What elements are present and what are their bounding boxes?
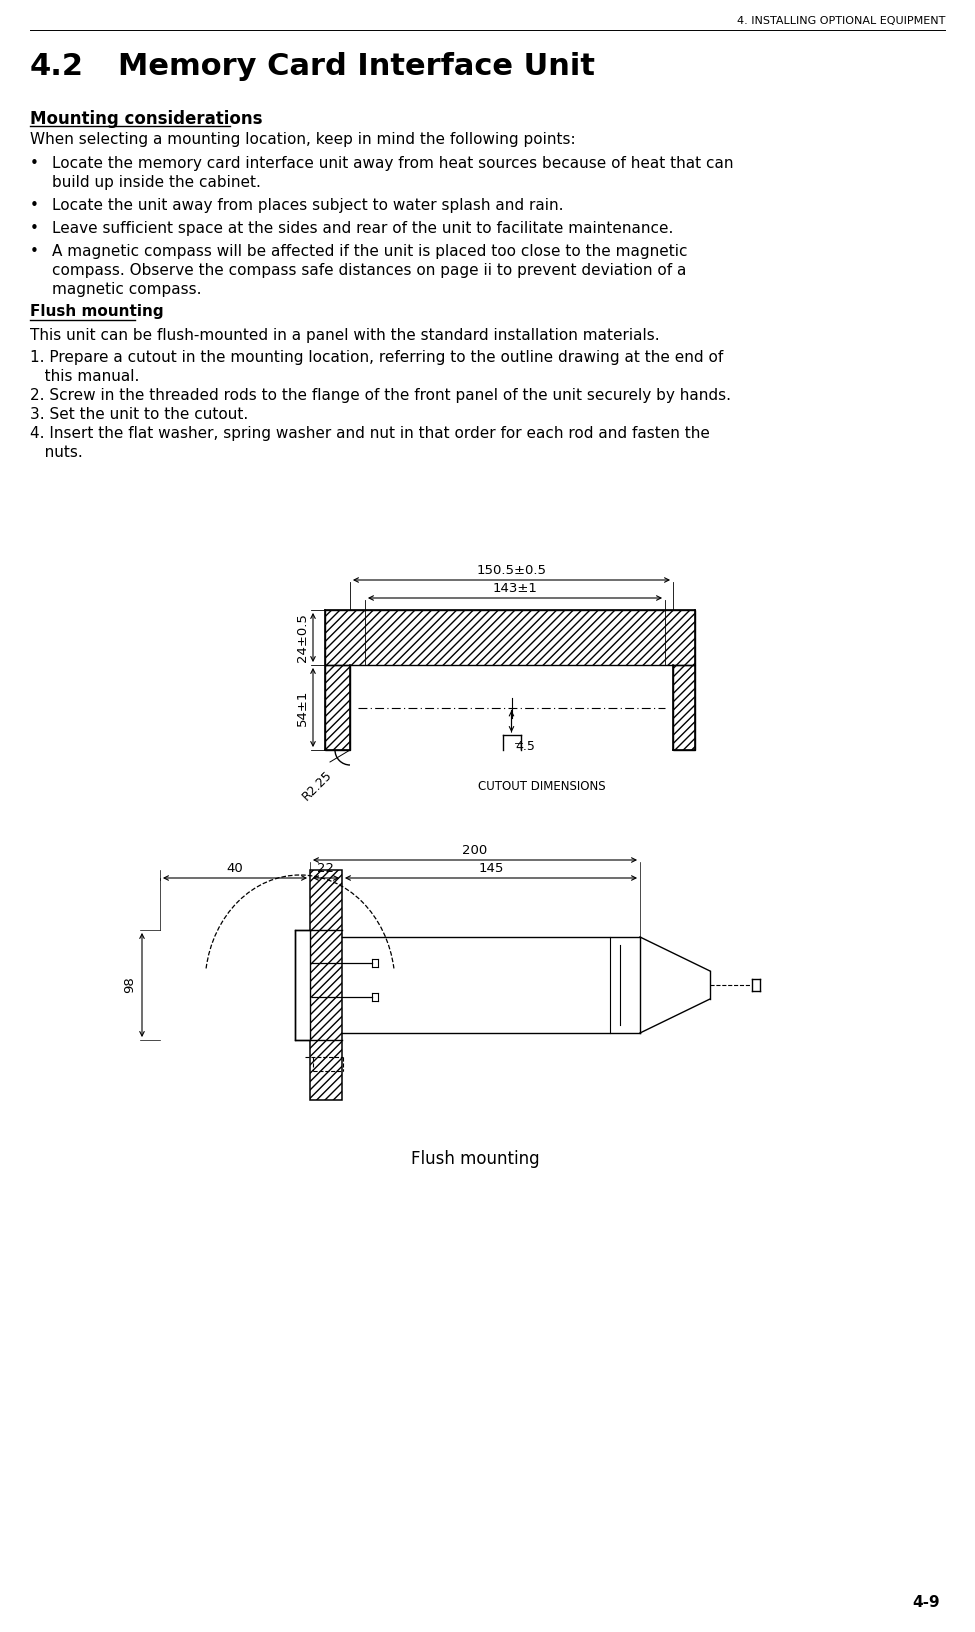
Text: 200: 200 [462, 844, 488, 857]
Text: 4. INSTALLING OPTIONAL EQUIPMENT: 4. INSTALLING OPTIONAL EQUIPMENT [737, 16, 945, 26]
Bar [325, 610, 695, 664]
Text: 4. Insert the flat washer, spring washer and nut in that order for each rod and : 4. Insert the flat washer, spring washer… [30, 426, 710, 441]
Text: Flush mounting: Flush mounting [410, 1151, 539, 1169]
Text: Mounting considerations: Mounting considerations [30, 109, 262, 127]
Bar [325, 664, 350, 751]
Text: 2. Screw in the threaded rods to the flange of the front panel of the unit secur: 2. Screw in the threaded rods to the fla… [30, 388, 731, 403]
Text: •: • [30, 220, 39, 237]
Text: Locate the memory card interface unit away from heat sources because of heat tha: Locate the memory card interface unit aw… [52, 157, 733, 171]
Text: 24±0.5: 24±0.5 [296, 614, 309, 663]
Text: this manual.: this manual. [30, 369, 139, 384]
Text: 40: 40 [226, 862, 244, 875]
Text: compass. Observe the compass safe distances on page ii to prevent deviation of a: compass. Observe the compass safe distan… [52, 263, 686, 277]
Text: 143±1: 143±1 [492, 583, 537, 596]
Text: •: • [30, 157, 39, 171]
Bar [295, 930, 310, 1040]
Text: Flush mounting: Flush mounting [30, 304, 164, 318]
Text: build up inside the cabinet.: build up inside the cabinet. [52, 175, 261, 189]
Text: Leave sufficient space at the sides and rear of the unit to facilitate maintenan: Leave sufficient space at the sides and … [52, 220, 674, 237]
Text: Memory Card Interface Unit: Memory Card Interface Unit [118, 52, 595, 82]
Text: 54±1: 54±1 [296, 689, 309, 726]
Text: R2.25: R2.25 [300, 769, 335, 803]
Text: magnetic compass.: magnetic compass. [52, 282, 202, 297]
Text: 4-9: 4-9 [913, 1594, 940, 1611]
Text: 145: 145 [479, 862, 504, 875]
Text: 22: 22 [318, 862, 334, 875]
Text: 1. Prepare a cutout in the mounting location, referring to the outline drawing a: 1. Prepare a cutout in the mounting loca… [30, 349, 723, 366]
Text: 98: 98 [123, 976, 136, 994]
Text: 150.5±0.5: 150.5±0.5 [477, 565, 547, 578]
Text: This unit can be flush-mounted in a panel with the standard installation materia: This unit can be flush-mounted in a pane… [30, 328, 660, 343]
Text: nuts.: nuts. [30, 446, 83, 460]
Text: When selecting a mounting location, keep in mind the following points:: When selecting a mounting location, keep… [30, 132, 575, 147]
Text: Locate the unit away from places subject to water splash and rain.: Locate the unit away from places subject… [52, 197, 564, 214]
Text: CUTOUT DIMENSIONS: CUTOUT DIMENSIONS [478, 780, 605, 793]
Text: •: • [30, 197, 39, 214]
Text: •: • [30, 245, 39, 259]
Text: 3. Set the unit to the cutout.: 3. Set the unit to the cutout. [30, 406, 249, 423]
Text: 4.5: 4.5 [516, 739, 535, 752]
Text: 4.2: 4.2 [30, 52, 84, 82]
Bar [673, 664, 695, 751]
Bar [310, 870, 342, 1100]
Text: A magnetic compass will be affected if the unit is placed too close to the magne: A magnetic compass will be affected if t… [52, 245, 687, 259]
